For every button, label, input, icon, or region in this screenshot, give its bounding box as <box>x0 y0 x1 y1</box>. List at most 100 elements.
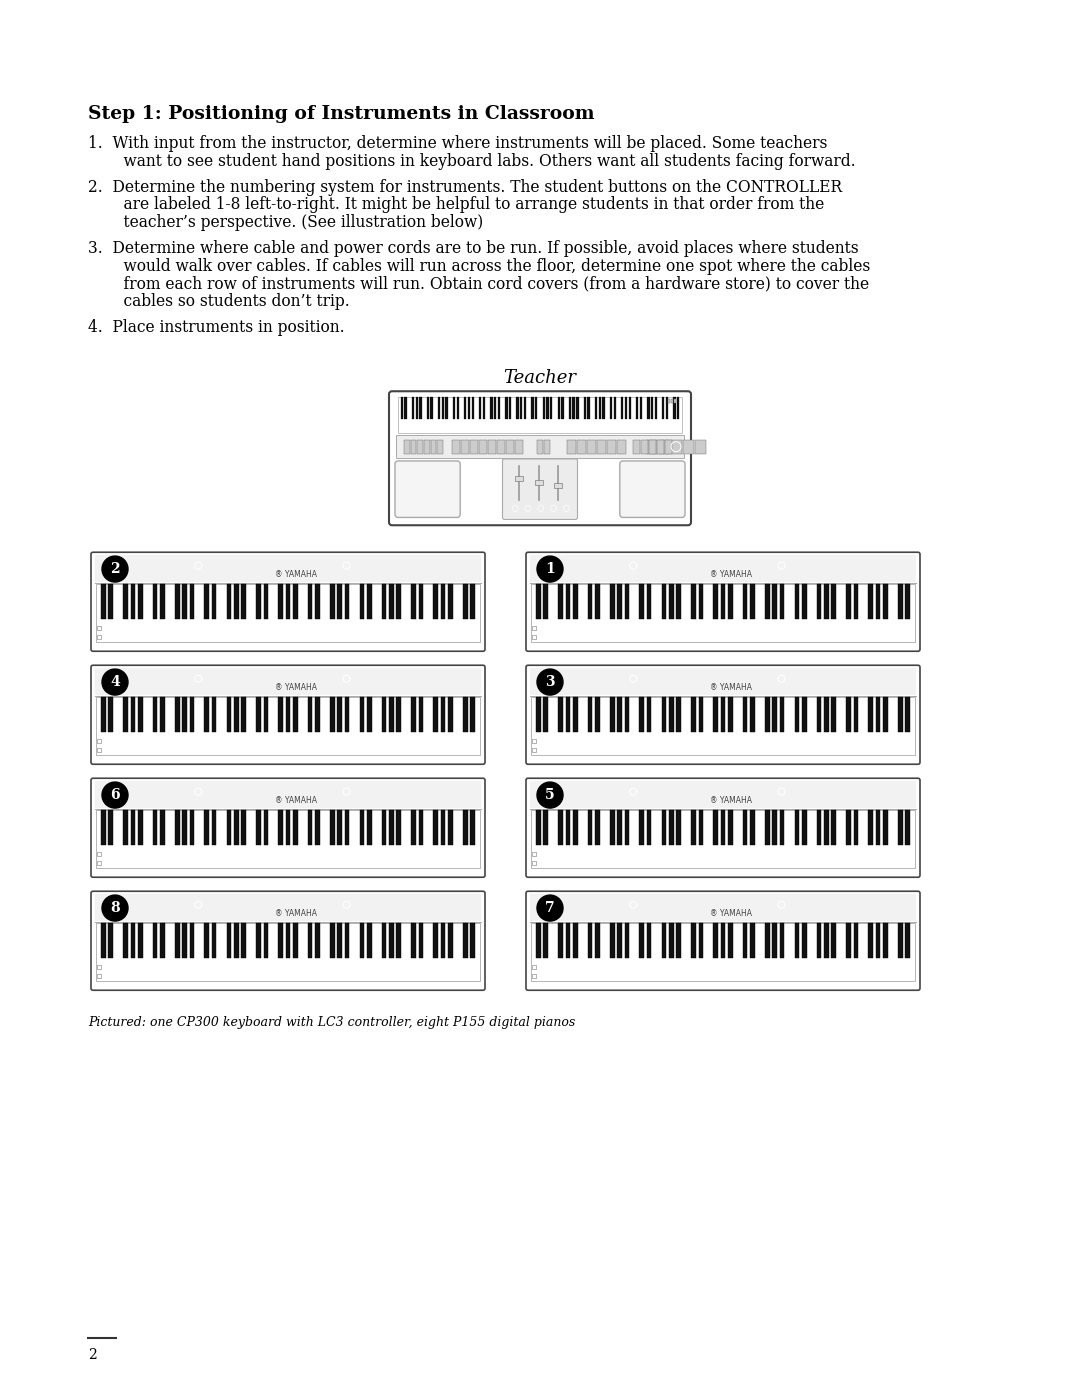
Bar <box>419 809 423 845</box>
Bar <box>532 636 536 640</box>
Bar <box>97 861 102 865</box>
Bar <box>212 923 216 958</box>
Bar <box>190 697 194 731</box>
Bar <box>543 923 548 958</box>
Bar <box>234 584 239 619</box>
Bar <box>480 397 482 419</box>
Bar <box>183 697 187 731</box>
Bar <box>531 923 915 981</box>
Bar <box>676 923 681 958</box>
Bar <box>95 781 481 808</box>
Bar <box>360 584 364 619</box>
Bar <box>816 809 821 845</box>
Bar <box>337 697 342 731</box>
Bar <box>468 397 470 419</box>
Bar <box>573 809 578 845</box>
Bar <box>441 697 445 731</box>
Circle shape <box>102 669 129 695</box>
Bar <box>96 923 480 981</box>
Bar <box>419 397 421 419</box>
Bar <box>683 440 694 454</box>
Bar <box>102 697 106 731</box>
Bar <box>897 809 903 845</box>
Bar <box>256 809 260 845</box>
Bar <box>131 584 135 619</box>
Bar <box>337 923 342 958</box>
Bar <box>662 923 666 958</box>
Text: 7: 7 <box>545 901 555 915</box>
Bar <box>651 397 653 419</box>
Bar <box>713 697 718 731</box>
Bar <box>543 809 548 845</box>
Bar <box>97 965 102 969</box>
Bar <box>498 397 500 419</box>
Bar <box>588 584 592 619</box>
Bar <box>802 697 807 731</box>
Bar <box>751 809 755 845</box>
Bar <box>286 809 291 845</box>
Bar <box>138 809 143 845</box>
Bar <box>279 809 283 845</box>
Bar <box>234 697 239 731</box>
Bar <box>639 584 644 619</box>
Bar <box>531 697 915 755</box>
Bar <box>772 809 777 845</box>
Text: ® YAMAHA: ® YAMAHA <box>274 797 316 805</box>
Bar <box>558 584 563 619</box>
Bar <box>448 923 453 958</box>
Bar <box>330 697 335 731</box>
Bar <box>713 809 718 845</box>
Bar <box>624 923 630 958</box>
Bar <box>419 923 423 958</box>
Bar <box>337 809 342 845</box>
Bar <box>416 397 418 419</box>
Bar <box>532 861 536 865</box>
Text: 2: 2 <box>110 562 120 576</box>
Bar <box>567 440 576 454</box>
Bar <box>431 440 436 454</box>
Bar <box>411 584 416 619</box>
Bar <box>152 923 158 958</box>
Bar <box>536 697 541 731</box>
Bar <box>532 965 536 969</box>
Bar <box>883 584 888 619</box>
Bar <box>780 697 784 731</box>
FancyBboxPatch shape <box>526 552 920 651</box>
Bar <box>728 584 732 619</box>
Bar <box>647 584 651 619</box>
Bar <box>535 480 542 484</box>
Bar <box>483 397 485 419</box>
Bar <box>713 923 718 958</box>
Bar <box>330 923 335 958</box>
Bar <box>639 397 642 419</box>
Circle shape <box>102 895 129 922</box>
Bar <box>131 923 135 958</box>
Bar <box>138 923 143 958</box>
Bar <box>411 697 416 731</box>
Bar <box>308 584 312 619</box>
Bar <box>588 809 592 845</box>
Bar <box>102 809 106 845</box>
Bar <box>448 809 453 845</box>
Bar <box>897 697 903 731</box>
Bar <box>537 440 543 454</box>
Bar <box>286 697 291 731</box>
Bar <box>95 894 481 920</box>
Bar <box>419 697 423 731</box>
Bar <box>647 697 651 731</box>
Bar <box>720 923 726 958</box>
Bar <box>345 584 349 619</box>
Bar <box>532 626 536 630</box>
Bar <box>396 584 401 619</box>
Bar <box>536 809 541 845</box>
Bar <box>802 809 807 845</box>
Bar <box>505 397 508 419</box>
Bar <box>691 697 696 731</box>
Bar <box>765 697 770 731</box>
Bar <box>696 440 706 454</box>
Text: Pictured: one CP300 keyboard with LC3 controller, eight P155 digital pianos: Pictured: one CP300 keyboard with LC3 co… <box>87 1016 576 1030</box>
Bar <box>666 397 669 419</box>
Bar <box>470 809 475 845</box>
Bar <box>433 697 438 731</box>
Text: 3.  Determine where cable and power cords are to be run. If possible, avoid plac: 3. Determine where cable and power cords… <box>87 240 859 257</box>
